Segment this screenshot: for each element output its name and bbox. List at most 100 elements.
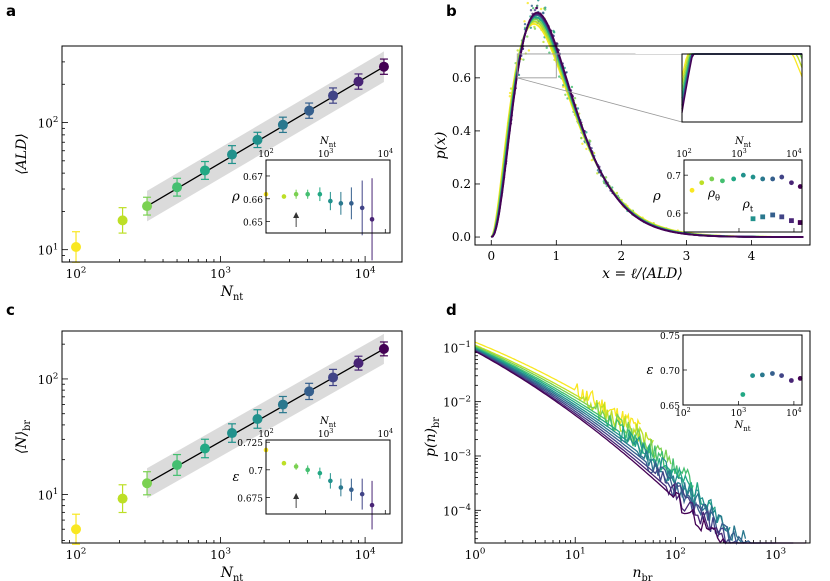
inset-data-point xyxy=(305,467,310,473)
rho-theta-point xyxy=(689,187,695,193)
scatter-point xyxy=(517,73,521,77)
inset-x-axis-label: Nnt xyxy=(733,420,750,433)
inset-y-axis-label: ε xyxy=(233,470,240,485)
rho-theta-point xyxy=(740,172,746,178)
inset-data-point xyxy=(349,201,354,206)
data-point xyxy=(142,201,153,212)
inset-y-tick-label: 0.66 xyxy=(243,196,263,206)
rho-t-point xyxy=(760,214,766,220)
scatter-point xyxy=(539,7,543,11)
y-tick-label: 10−1 xyxy=(443,340,471,355)
inset-background xyxy=(266,440,390,514)
inset-frame xyxy=(683,159,803,233)
y-tick-label: 101 xyxy=(38,487,59,502)
scatter-point xyxy=(516,49,519,52)
data-point xyxy=(172,182,183,193)
rho-t-point xyxy=(789,218,794,224)
x-axis-label: nbr xyxy=(633,565,653,581)
inset-data-point xyxy=(759,372,765,378)
rho-theta-point xyxy=(720,178,725,184)
x-tick-label: 0 xyxy=(487,249,495,263)
rho-theta-point xyxy=(750,174,756,180)
scatter-point xyxy=(526,1,529,5)
x-axis-label: x = ℓ/⟨ALD⟩ xyxy=(602,266,683,282)
data-point xyxy=(117,215,128,226)
scatter-point xyxy=(527,49,531,52)
x-axis-label: Nnt xyxy=(220,284,244,303)
x-axis-label: Nnt xyxy=(220,565,244,581)
inset-y-tick-label: 0.7 xyxy=(667,172,682,182)
rho-t-point xyxy=(797,220,803,225)
y-tick-label: 102 xyxy=(38,372,59,387)
zoom-inset-frame xyxy=(681,53,803,123)
data-point xyxy=(199,165,210,176)
branch-distribution-curve xyxy=(474,347,716,511)
x-tick-label: 102 xyxy=(66,547,87,562)
zoom-connector xyxy=(517,77,683,123)
y-tick-label: 10−4 xyxy=(443,503,472,518)
branch-distribution-curve xyxy=(474,349,761,546)
data-point xyxy=(378,61,389,72)
inset-data-point xyxy=(281,460,287,466)
inset-y-tick-label: 0.70 xyxy=(660,367,680,377)
x-tick-label: 2 xyxy=(618,249,626,263)
inset-frame xyxy=(265,439,391,515)
rho-theta-point xyxy=(760,176,766,182)
x-tick-label: 101 xyxy=(565,547,586,562)
inset-y-tick-label: 0.675 xyxy=(237,494,263,504)
scatter-point xyxy=(523,22,527,26)
inset-data-point xyxy=(788,378,794,383)
data-point xyxy=(227,149,237,160)
scatter-point xyxy=(615,191,619,195)
scatter-point xyxy=(533,25,536,29)
scatter-point xyxy=(602,180,606,183)
rho-theta-point xyxy=(779,174,785,180)
y-tick-label: 0.4 xyxy=(452,124,471,138)
y-axis-label: ⟨N⟩br xyxy=(14,420,33,454)
y-axis-label: ⟨ALD⟩ xyxy=(14,133,30,175)
inset-data-point xyxy=(338,485,344,490)
scatter-point xyxy=(570,85,574,89)
data-point xyxy=(328,90,339,101)
inset-y-tick-label: 0.7 xyxy=(249,467,264,477)
rho-t-point xyxy=(750,216,756,222)
axes-frame xyxy=(61,45,403,263)
data-point xyxy=(252,413,263,424)
scatter-point xyxy=(509,87,513,90)
y-tick-label: 102 xyxy=(38,115,59,130)
data-point xyxy=(304,105,315,116)
scatter-point xyxy=(542,40,545,44)
scatter-point xyxy=(508,91,512,95)
scatter-point xyxy=(558,75,561,78)
axes-frame xyxy=(474,330,811,544)
inset-x-tick-label: 102 xyxy=(676,147,692,160)
x-tick-label: 104 xyxy=(355,547,376,562)
x-tick-label: 103 xyxy=(210,547,231,562)
inset-y-axis-label: ρ xyxy=(652,189,661,204)
scatter-point xyxy=(544,6,547,9)
data-point xyxy=(227,428,237,439)
scatter-point xyxy=(592,151,596,155)
inset-arrow-head xyxy=(293,212,300,218)
inset-data-point xyxy=(293,464,299,469)
scatter-point xyxy=(531,6,535,10)
rho-t-point xyxy=(779,214,785,220)
distribution-curve xyxy=(490,11,804,238)
inset-frame xyxy=(265,159,391,234)
data-point xyxy=(277,119,288,130)
panel-letter-a: a xyxy=(6,2,16,20)
panel-letter-d: d xyxy=(446,301,457,319)
x-tick-label: 100 xyxy=(465,547,486,562)
scatter-point xyxy=(508,95,512,98)
scatter-point xyxy=(604,176,608,179)
inset-y-tick-label: 0.75 xyxy=(660,332,680,342)
data-point xyxy=(117,493,128,504)
inset-data-point xyxy=(338,201,344,206)
inset-y-tick-label: 0.65 xyxy=(243,219,263,229)
inset-data-point xyxy=(359,491,365,497)
inset-data-point xyxy=(770,371,775,376)
inset-data-point xyxy=(797,376,803,381)
scatter-point xyxy=(580,136,583,140)
inset-x-tick-label: 104 xyxy=(377,147,393,160)
fit-line xyxy=(146,66,385,207)
